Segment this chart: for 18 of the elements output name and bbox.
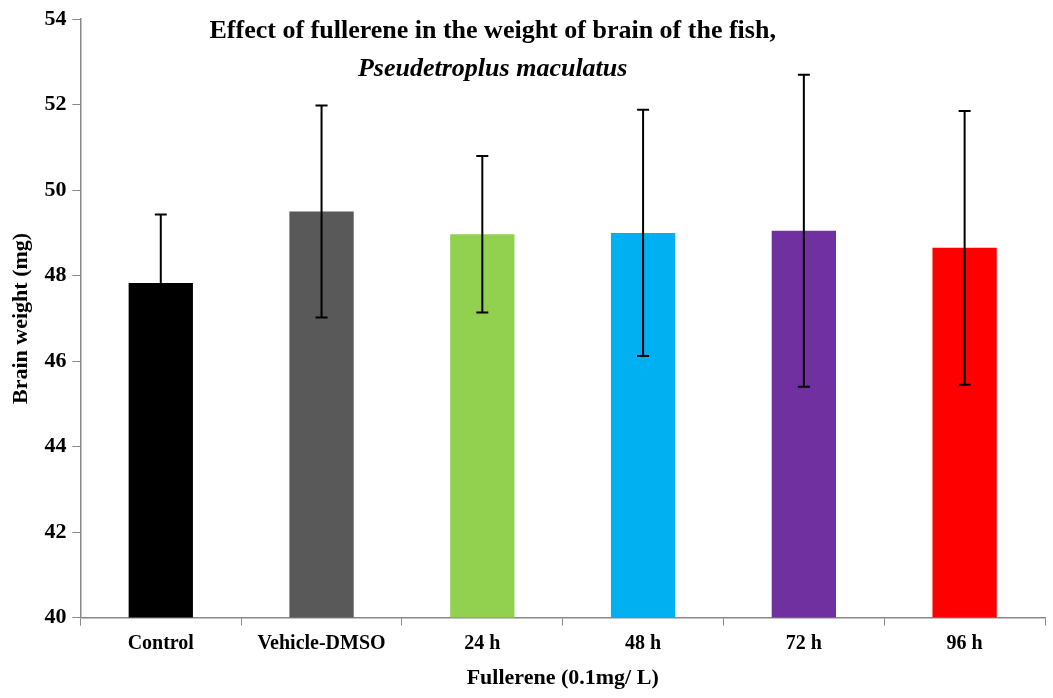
x-axis-title: Fullerene (0.1mg/ L) <box>466 664 659 690</box>
x-tick-label: 48 h <box>625 630 662 653</box>
y-tick-label: 52 <box>44 90 67 116</box>
y-tick-label: 40 <box>44 603 67 629</box>
x-tick-label: Vehicle-DMSO <box>257 630 386 653</box>
x-tick-label: 24 h <box>464 630 501 653</box>
x-tick-label: 72 h <box>785 630 822 653</box>
y-tick-label: 44 <box>44 432 67 458</box>
x-tick-label: Control <box>127 630 195 653</box>
text: Pseudetroplus maculatus <box>356 52 628 82</box>
y-axis-title: Brain weight (mg) <box>6 232 32 404</box>
chart-title: Effect of fullerene in the weight of brain of the fish, <box>209 14 776 44</box>
y-tick-label: 54 <box>44 4 67 30</box>
x-tick-label: 96 h <box>946 630 983 653</box>
y-tick-label: 48 <box>44 261 67 287</box>
y-tick-label: 46 <box>44 346 67 372</box>
y-tick-label: 42 <box>44 517 67 543</box>
y-tick-label: 50 <box>44 175 67 201</box>
